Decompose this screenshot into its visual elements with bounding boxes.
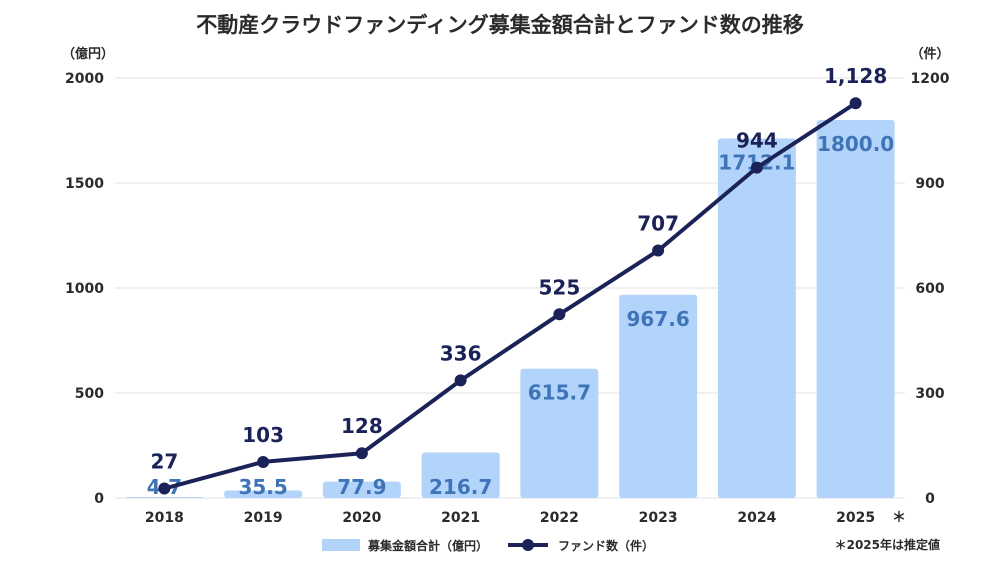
bar-value-label: 35.5	[238, 475, 287, 499]
line-point	[750, 161, 763, 174]
x-axis: 2018 2019 2020 2021 2022 2023 2024 2025	[145, 510, 875, 526]
bar	[619, 294, 698, 498]
bar	[322, 481, 401, 498]
line-value-label: 103	[242, 423, 284, 447]
line-point	[849, 97, 862, 110]
legend-bar-swatch	[322, 539, 360, 551]
legend-bar-label: 募集金額合計（億円）	[367, 538, 488, 553]
legend: 募集金額合計（億円） ファンド数（件）	[322, 538, 654, 553]
line-value-label: 128	[341, 414, 383, 438]
right-axis: 0 300 600 900 1200	[911, 71, 950, 507]
line-value-label: 707	[637, 212, 679, 236]
line-value-label: 525	[539, 275, 581, 299]
line-value-label: 1,128	[824, 64, 887, 88]
right-axis-unit: （件）	[910, 46, 949, 62]
right-tick-label: 300	[915, 386, 944, 402]
bar	[717, 138, 796, 499]
x-tick-label: 2025	[836, 510, 875, 526]
line-labels: 27 103 128 336 525 707 944 1,128	[150, 64, 887, 473]
right-tick-label: 0	[925, 491, 935, 507]
line-point	[355, 447, 368, 460]
line-points	[158, 97, 862, 495]
line-point	[454, 374, 467, 387]
left-tick-label: 500	[75, 386, 104, 402]
bar	[224, 490, 303, 498]
left-tick-label: 1000	[65, 281, 104, 297]
line-point	[257, 455, 270, 468]
left-tick-label: 0	[94, 491, 104, 507]
legend-line-marker	[522, 539, 534, 551]
x-tick-label: 2023	[639, 510, 678, 526]
bar	[125, 497, 204, 498]
left-axis-unit: （億円）	[62, 46, 114, 62]
bar-value-label: 77.9	[337, 475, 386, 499]
line-value-label: 336	[440, 341, 482, 365]
x-tick-label: 2021	[441, 510, 480, 526]
line-point	[158, 482, 171, 495]
bar-series	[125, 120, 895, 499]
line-value-label: 27	[150, 450, 178, 474]
bar	[816, 120, 895, 498]
bar-value-label: 967.6	[626, 307, 689, 331]
line-point	[553, 308, 566, 321]
left-tick-label: 1500	[65, 176, 104, 192]
x-tick-label: 2020	[342, 510, 381, 526]
right-tick-label: 1200	[911, 71, 950, 87]
fund-count-line	[163, 101, 857, 491]
left-axis: 0 500 1000 1500 2000	[65, 71, 104, 507]
bar	[520, 368, 599, 498]
bar-value-label: 216.7	[429, 475, 492, 499]
left-tick-label: 2000	[65, 71, 104, 87]
right-tick-label: 900	[915, 176, 944, 192]
chart-title: 不動産クラウドファンディング募集金額合計とファンド数の推移	[196, 13, 804, 37]
estimate-marker: ＊	[892, 510, 906, 526]
bar-value-label: 1800.0	[817, 132, 894, 156]
x-tick-label: 2022	[540, 510, 579, 526]
line-point	[652, 244, 665, 257]
legend-line-label: ファンド数（件）	[558, 538, 654, 553]
x-tick-label: 2024	[737, 510, 776, 526]
bar-value-label: 615.7	[528, 381, 591, 405]
x-tick-label: 2019	[244, 510, 283, 526]
bar	[421, 452, 500, 498]
estimate-note: ＊2025年は推定値	[835, 537, 940, 552]
line-value-label: 944	[736, 129, 778, 153]
x-tick-label: 2018	[145, 510, 184, 526]
right-tick-label: 600	[915, 281, 944, 297]
